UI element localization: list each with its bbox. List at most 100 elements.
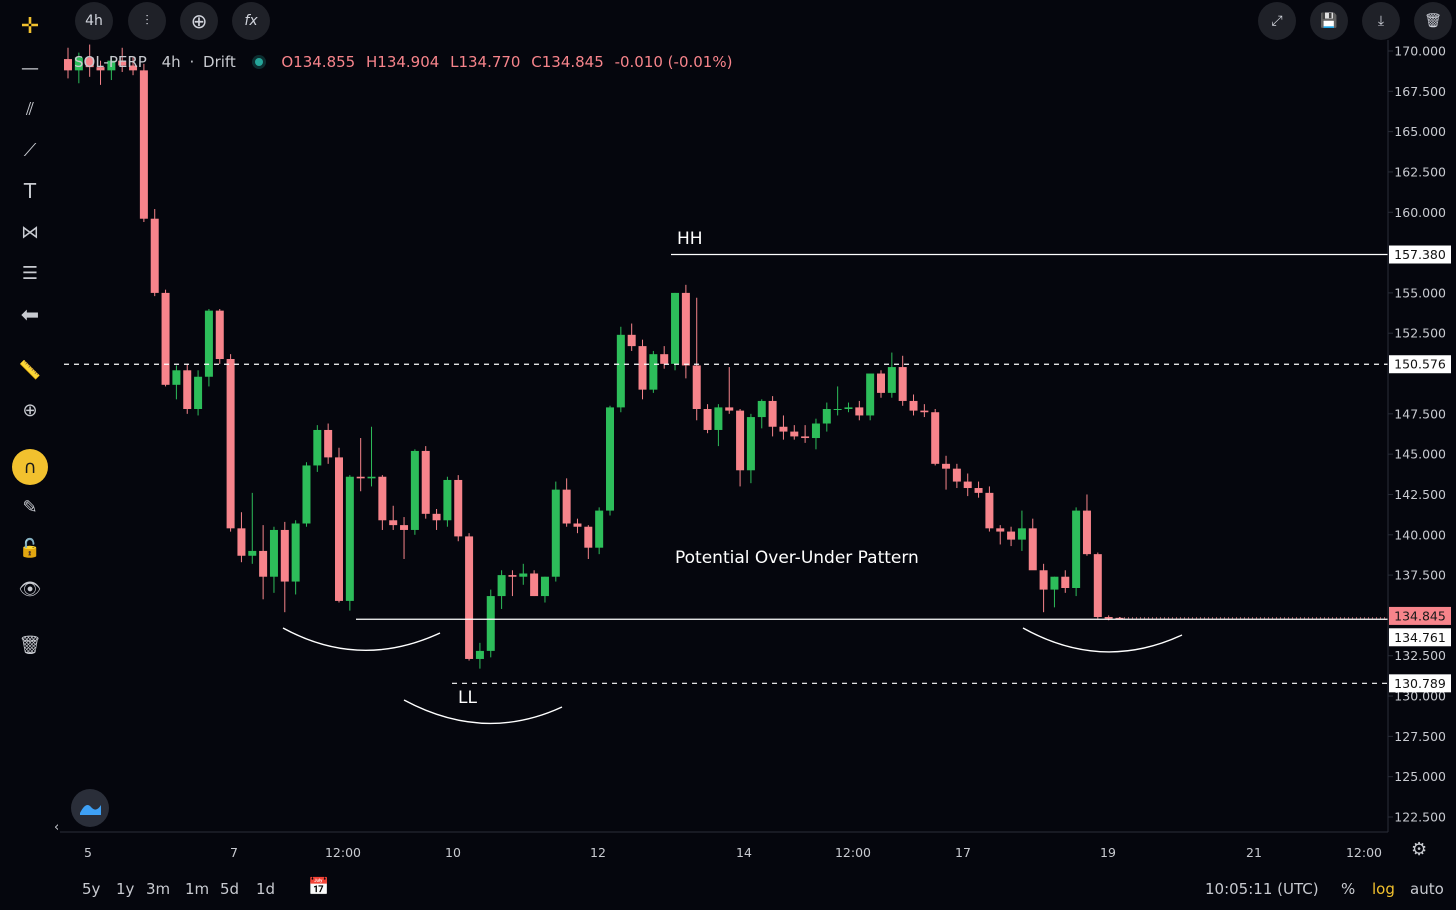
price-tick-label: 162.500 — [1394, 164, 1446, 179]
unlock-icon[interactable]: 🔓 — [18, 537, 42, 559]
candle-body — [877, 373, 885, 393]
candle-body — [454, 479, 463, 537]
candle — [215, 309, 224, 364]
candle-body — [139, 70, 148, 219]
candle — [833, 386, 842, 416]
candle-body — [996, 528, 1005, 532]
range-5d[interactable]: 5d — [220, 880, 240, 898]
goto-date-icon[interactable]: 📅 — [308, 877, 330, 897]
drawing-lines[interactable] — [64, 253, 1388, 684]
range-3m[interactable]: 3m — [146, 880, 171, 898]
lock-draw-icon[interactable]: ✎ — [22, 496, 38, 518]
candle — [432, 508, 441, 530]
candle — [551, 481, 560, 582]
range-5y[interactable]: 5y — [82, 880, 101, 898]
range-1m[interactable]: 1m — [185, 880, 210, 898]
log-toggle[interactable]: log — [1372, 880, 1395, 898]
candle-body — [335, 457, 343, 601]
text-icon[interactable]: T — [23, 179, 37, 203]
candle-body — [562, 489, 571, 524]
trash-icon[interactable]: 🗑 — [18, 634, 42, 656]
candle — [204, 309, 213, 387]
price-tick-label: 127.500 — [1394, 729, 1446, 744]
candle-body — [649, 354, 658, 390]
collapse-chevron-icon[interactable]: ‹ — [54, 820, 60, 835]
percent-toggle[interactable]: % — [1341, 880, 1356, 898]
time-tick-label: 5 — [84, 845, 92, 860]
arrow-left-icon[interactable]: ⬅ — [20, 302, 40, 328]
interval-button[interactable]: 4h — [75, 2, 113, 40]
candle — [367, 426, 376, 487]
save-icon[interactable]: 💾 — [1310, 2, 1348, 40]
tradingview-logo-icon[interactable] — [71, 789, 109, 827]
hh-label: HH — [677, 229, 703, 249]
candle-body — [465, 536, 474, 659]
price-tick-label: 140.000 — [1394, 527, 1446, 542]
candle-type-icon[interactable]: ⫶ — [128, 2, 166, 40]
candle-body — [1104, 617, 1113, 619]
candle — [746, 413, 755, 484]
price-tick-label: 155.000 — [1394, 285, 1446, 300]
pattern-label: Potential Over-Under Pattern — [675, 548, 919, 568]
function-icon[interactable]: fx — [232, 2, 270, 40]
candle — [64, 47, 72, 79]
price-tag-bg — [1389, 628, 1451, 647]
candle — [714, 404, 723, 447]
candle — [530, 570, 539, 597]
trash-icon[interactable]: 🗑 — [1414, 2, 1452, 40]
ruler-icon[interactable]: 📏 — [18, 359, 42, 381]
candle — [400, 517, 409, 559]
candle — [671, 292, 680, 371]
utc-clock[interactable]: 10:05:11 (UTC) — [1205, 880, 1319, 898]
time-axis-labels: 5 7 12:00 10 12 14 12:00 17 19 21 12:00 — [84, 845, 1382, 860]
measure-lines-icon[interactable]: ☰ — [21, 262, 39, 284]
candle-body — [952, 468, 961, 482]
candle-body — [898, 367, 907, 401]
candle — [996, 525, 1005, 545]
price-axis[interactable] — [60, 40, 1389, 833]
range-1d[interactable]: 1d — [256, 880, 276, 898]
path-icon[interactable]: ⟋ — [23, 139, 37, 161]
time-tick-label: 21 — [1246, 845, 1262, 860]
add-indicator-icon[interactable]: ⊕ — [180, 2, 218, 40]
candle — [497, 570, 506, 609]
candle — [96, 60, 105, 85]
pattern-icon[interactable]: ⋈ — [21, 221, 39, 243]
candle — [681, 284, 690, 379]
zoom-icon[interactable]: ⊕ — [22, 399, 38, 421]
channel-icon[interactable]: ⫽ — [25, 98, 35, 120]
candle-body — [942, 463, 951, 469]
range-1y[interactable]: 1y — [116, 880, 135, 898]
candle-body — [421, 450, 430, 514]
candle-body — [1061, 576, 1070, 589]
auto-toggle[interactable]: auto — [1410, 880, 1444, 898]
time-tick-label: 19 — [1100, 845, 1116, 860]
candle — [1028, 518, 1037, 571]
eye-icon[interactable]: 👁 — [18, 578, 42, 600]
candle-body — [313, 429, 322, 466]
fullscreen-icon[interactable]: ⤢ — [1258, 2, 1296, 40]
line-icon[interactable]: — — [21, 57, 39, 79]
candle-body — [389, 520, 398, 526]
candle-body — [129, 65, 138, 71]
download-icon[interactable]: ⤓ — [1362, 2, 1400, 40]
candle-body — [432, 513, 441, 521]
time-tick-label: 10 — [445, 845, 461, 860]
candle-body — [692, 365, 701, 410]
candle — [1050, 576, 1059, 608]
settings-gear-icon[interactable]: ⚙ — [1411, 839, 1428, 860]
candle — [909, 394, 918, 416]
legend-change: -0.010 (-0.01%) — [614, 53, 733, 71]
candle — [811, 418, 820, 450]
candle — [649, 350, 658, 393]
magnet-icon[interactable]: ∩ — [12, 449, 48, 485]
candle-body — [172, 370, 181, 385]
candle-body — [497, 575, 506, 597]
candle — [627, 323, 636, 351]
candle-body — [1017, 528, 1026, 540]
candle-body — [259, 550, 268, 577]
symbol-name[interactable]: SOL-PERP — [74, 53, 147, 71]
candle-body — [801, 436, 810, 439]
crosshair-icon[interactable]: ✛ — [20, 13, 40, 39]
